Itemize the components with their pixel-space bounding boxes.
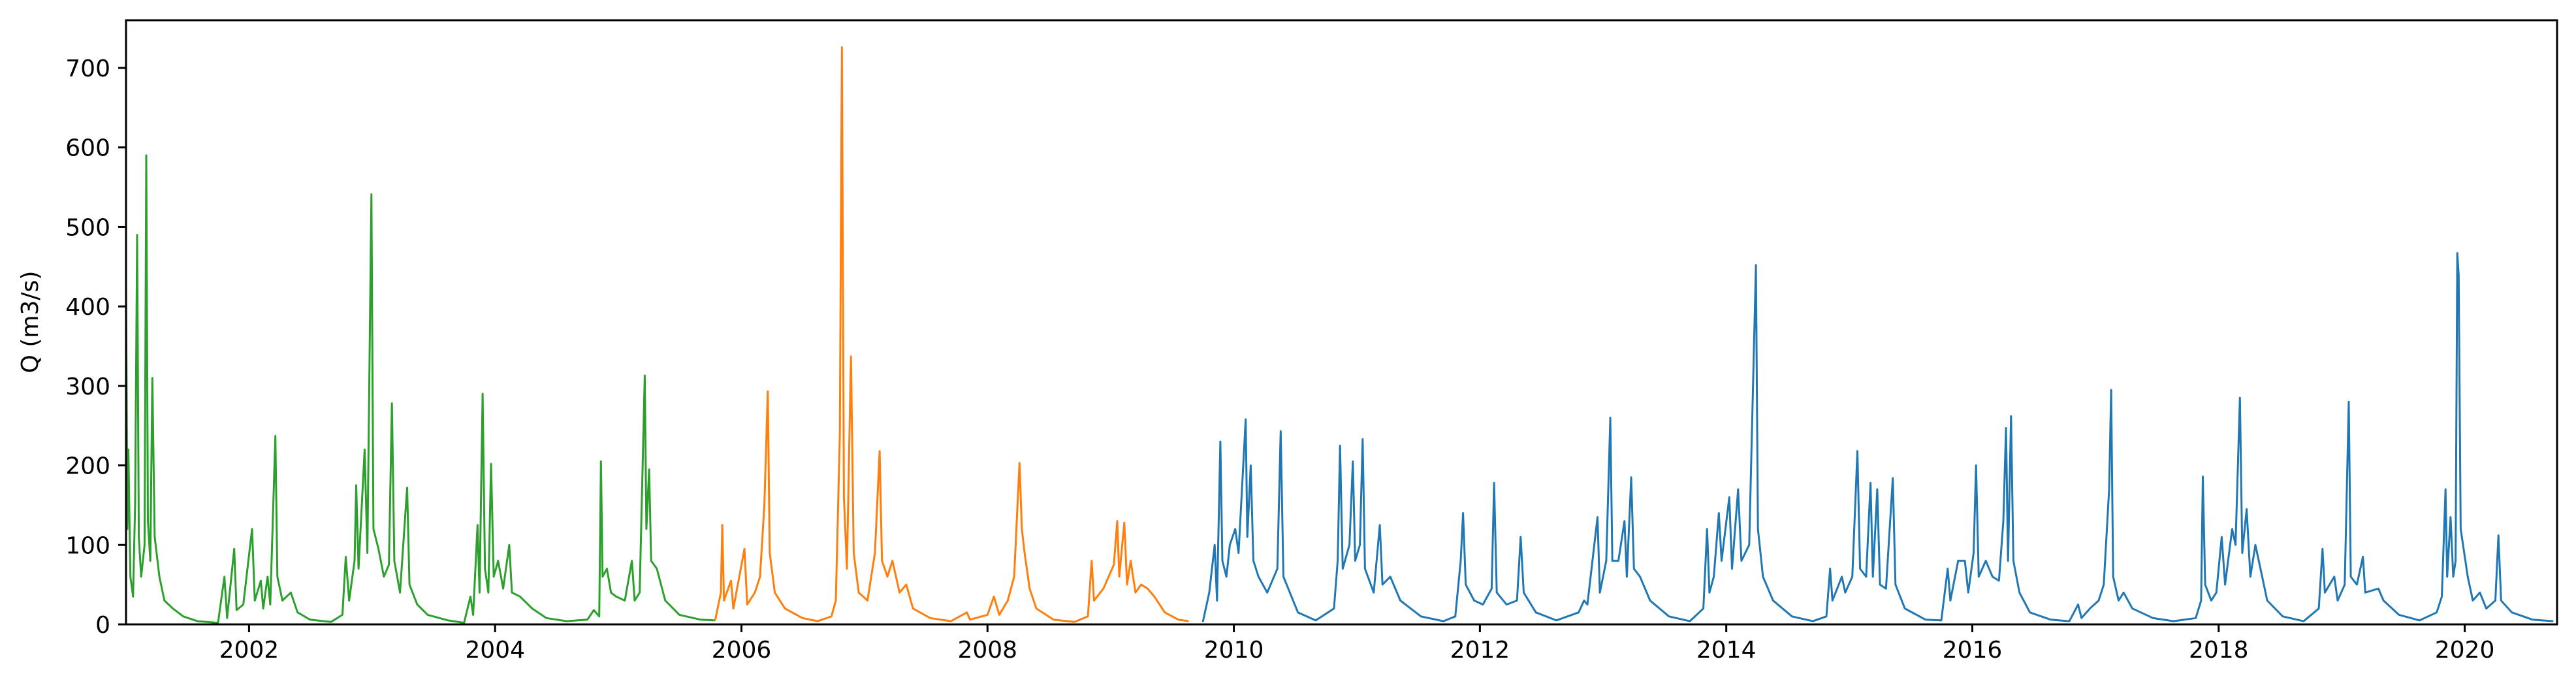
x-tick-label: 2004 xyxy=(465,637,525,664)
y-tick-label: 700 xyxy=(65,56,110,82)
x-tick-label: 2016 xyxy=(1943,637,2003,664)
y-tick-label: 0 xyxy=(95,612,110,639)
y-tick-label: 600 xyxy=(65,135,110,162)
x-tick-label: 2014 xyxy=(1696,637,1757,664)
x-tick-label: 2008 xyxy=(957,637,1017,664)
x-tick-label: 2002 xyxy=(219,637,279,664)
y-tick-label: 300 xyxy=(65,374,110,400)
x-tick-label: 2010 xyxy=(1204,637,1264,664)
y-tick-label: 100 xyxy=(65,532,110,559)
series-2-line xyxy=(714,46,1189,623)
series-1-line xyxy=(125,154,716,624)
x-tick-label: 2018 xyxy=(2189,637,2249,664)
x-tick-label: 2020 xyxy=(2435,637,2495,664)
x-axis-ticks: 2002 2004 2006 2008 2010 2012 2014 2016 2018 2020 xyxy=(219,624,2495,664)
y-tick-label: 200 xyxy=(65,453,110,480)
y-axis-ticks: 0 100 200 300 400 500 600 700 xyxy=(65,56,126,639)
series-3-line xyxy=(1201,252,2554,622)
y-axis-title: Q (m3/s) xyxy=(17,271,44,374)
plot-frame xyxy=(125,19,2558,626)
y-tick-label: 500 xyxy=(65,214,110,241)
y-tick-label: 400 xyxy=(65,294,110,321)
x-tick-label: 2006 xyxy=(712,637,772,664)
x-tick-label: 2012 xyxy=(1450,637,1510,664)
series-group xyxy=(125,46,2554,624)
